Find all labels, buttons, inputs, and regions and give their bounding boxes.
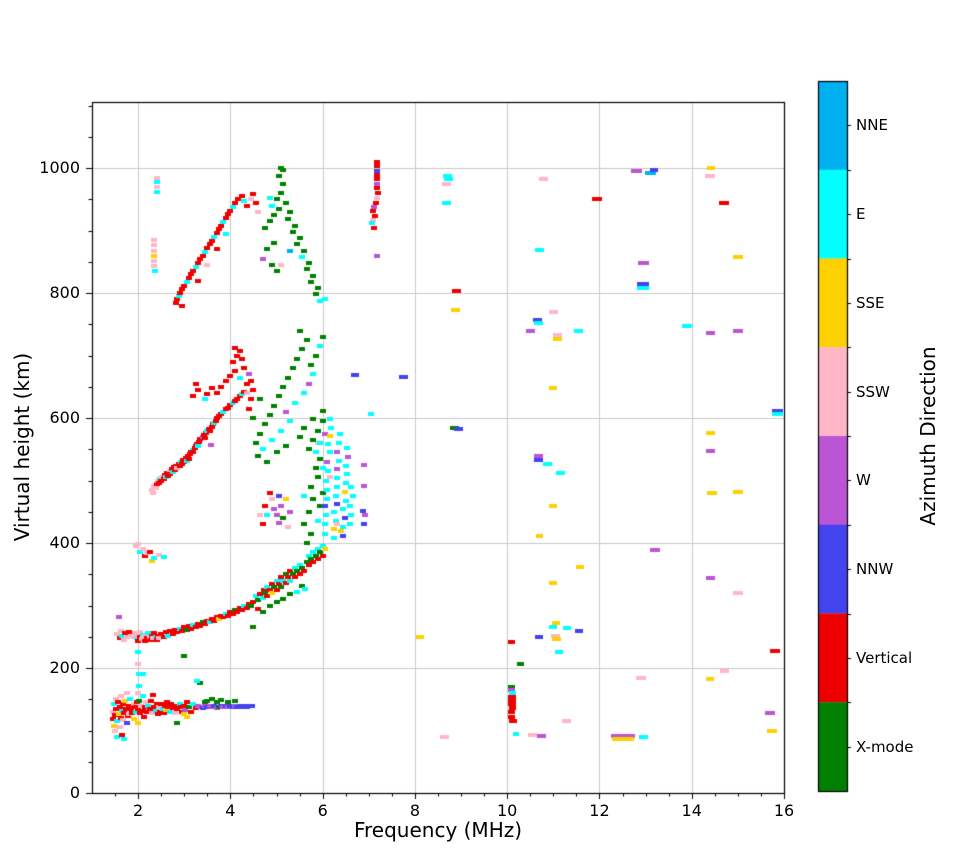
y-tick-label: 400 <box>49 533 80 553</box>
y-axis-label: Virtual height (km) <box>10 352 34 542</box>
y-tick-label: 0 <box>69 783 80 802</box>
colorbar-tick-label-nne: NNE <box>856 116 888 135</box>
x-tick-label: 2 <box>133 801 144 820</box>
colorbar-label: Azimuth Direction <box>916 346 940 526</box>
colorbar-tick-label-vertical: Vertical <box>856 648 913 667</box>
x-tick-label: 14 <box>681 801 702 820</box>
colorbar-tick-label-ssw: SSW <box>856 382 890 401</box>
colorbar-tick-label-nnw: NNW <box>856 560 894 579</box>
colorbar-tick-label-x-mode: X-mode <box>856 737 914 756</box>
x-tick-label: 8 <box>409 801 421 820</box>
x-axis-label: Frequency (MHz) <box>353 818 523 842</box>
y-tick-label: 600 <box>49 408 80 428</box>
colorbar-tick-label-w: W <box>856 471 871 490</box>
colorbar-tick-label-e: E <box>856 205 866 224</box>
x-tick-label: 6 <box>317 801 328 820</box>
y-tick-label: 800 <box>49 283 80 303</box>
x-tick-label: 12 <box>589 801 610 820</box>
y-tick-label: 1000 <box>39 158 80 178</box>
x-tick-label: 16 <box>773 801 795 820</box>
x-tick-label: 10 <box>497 801 518 820</box>
y-tick-label: 200 <box>49 658 80 678</box>
x-tick-label: 4 <box>225 801 236 820</box>
colorbar-tick-label-sse: SSE <box>856 293 885 312</box>
